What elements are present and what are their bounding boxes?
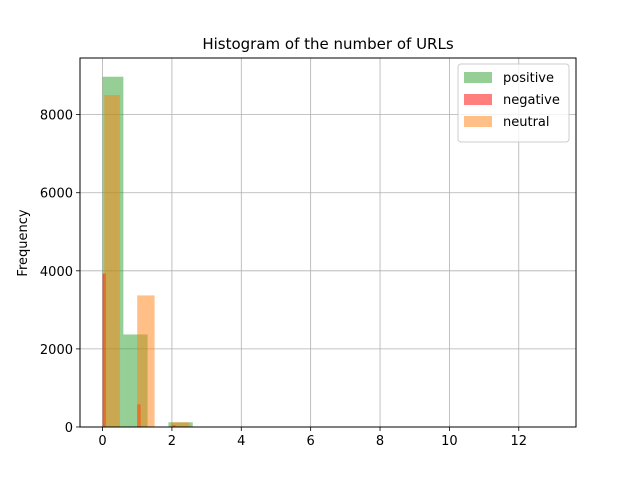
y-axis-label: Frequency [16, 209, 31, 276]
legend-label-neutral: neutral [503, 115, 550, 130]
bar-neutral [104, 95, 120, 427]
axis-ticks: 0 2 4 6 8 10 12 0 2000 4000 6000 8000 [40, 109, 527, 449]
bar-neutral [137, 295, 155, 427]
bar-neutral [171, 422, 190, 427]
y-tick-label: 2000 [40, 343, 73, 358]
legend-swatch-negative [464, 94, 492, 105]
x-tick-label: 2 [168, 434, 176, 449]
x-tick-label: 8 [376, 434, 384, 449]
legend-label-positive: positive [503, 71, 554, 86]
legend-swatch-neutral [464, 116, 492, 127]
plot-frame [79, 57, 577, 428]
x-tick-label: 12 [510, 434, 527, 449]
x-tick-label: 4 [237, 434, 245, 449]
y-tick-label: 4000 [40, 265, 73, 280]
legend: positive negative neutral [457, 63, 570, 143]
x-tick-label: 6 [307, 434, 315, 449]
x-tick-label: 0 [98, 434, 106, 449]
chart-title: Histogram of the number of URLs [202, 35, 453, 53]
histogram-bars [102, 76, 193, 427]
legend-label-negative: negative [503, 93, 560, 108]
legend-swatch-positive [464, 72, 492, 83]
y-tick-label: 6000 [40, 187, 73, 202]
y-tick-label: 0 [65, 421, 73, 436]
y-tick-label: 8000 [40, 109, 73, 124]
x-tick-label: 10 [441, 434, 458, 449]
